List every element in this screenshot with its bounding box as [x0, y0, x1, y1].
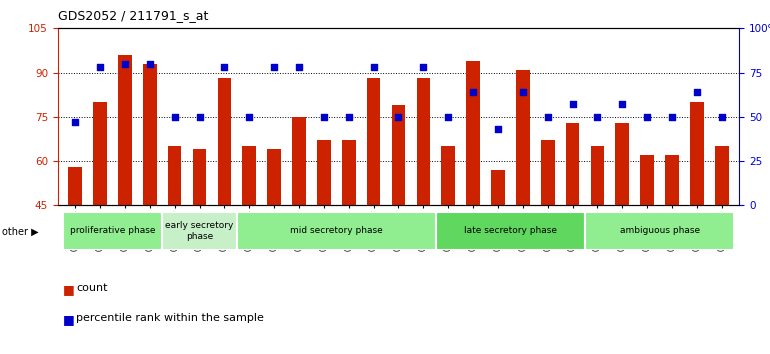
Bar [665, 155, 679, 205]
Bar [162, 212, 237, 250]
Bar [218, 79, 231, 205]
Text: late secretory phase: late secretory phase [464, 227, 557, 235]
Point [243, 114, 256, 120]
Point [318, 114, 330, 120]
Bar [62, 212, 162, 250]
Point [417, 64, 430, 70]
Point [641, 114, 653, 120]
Point [691, 89, 703, 95]
Point [343, 114, 355, 120]
Bar [516, 70, 530, 205]
Point [119, 61, 131, 67]
Bar [690, 102, 704, 205]
Text: GDS2052 / 211791_s_at: GDS2052 / 211791_s_at [58, 9, 208, 22]
Point [517, 89, 529, 95]
Text: ■: ■ [63, 313, 75, 326]
Point [293, 64, 305, 70]
Bar [243, 146, 256, 205]
Point [169, 114, 181, 120]
Point [69, 119, 82, 125]
Point [567, 102, 579, 107]
Text: mid secretory phase: mid secretory phase [290, 227, 383, 235]
Bar [491, 170, 505, 205]
Bar [192, 149, 206, 205]
Point [218, 64, 230, 70]
Text: proliferative phase: proliferative phase [70, 227, 156, 235]
Text: early secretory
phase: early secretory phase [166, 221, 234, 241]
Point [492, 126, 504, 132]
Bar [292, 117, 306, 205]
Bar [118, 55, 132, 205]
Text: ambiguous phase: ambiguous phase [620, 227, 700, 235]
Point [467, 89, 479, 95]
Point [193, 114, 206, 120]
Text: percentile rank within the sample: percentile rank within the sample [76, 313, 264, 323]
Bar [441, 146, 455, 205]
Bar [436, 212, 585, 250]
Bar [541, 141, 554, 205]
Point [541, 114, 554, 120]
Bar [93, 102, 107, 205]
Point [94, 64, 106, 70]
Text: count: count [76, 283, 108, 293]
Bar [585, 212, 735, 250]
Bar [168, 146, 182, 205]
Bar [641, 155, 654, 205]
Bar [237, 212, 436, 250]
Bar [69, 167, 82, 205]
Bar [591, 146, 604, 205]
Point [666, 114, 678, 120]
Point [367, 64, 380, 70]
Bar [367, 79, 380, 205]
Bar [267, 149, 281, 205]
Bar [143, 64, 156, 205]
Point [144, 61, 156, 67]
Point [268, 64, 280, 70]
Bar [467, 61, 480, 205]
Bar [392, 105, 405, 205]
Point [591, 114, 604, 120]
Text: ■: ■ [63, 283, 75, 296]
Point [393, 114, 405, 120]
Bar [566, 123, 579, 205]
Bar [317, 141, 330, 205]
Text: other ▶: other ▶ [2, 227, 38, 237]
Point [616, 102, 628, 107]
Bar [615, 123, 629, 205]
Point [442, 114, 454, 120]
Bar [417, 79, 430, 205]
Bar [715, 146, 728, 205]
Bar [342, 141, 356, 205]
Point [715, 114, 728, 120]
